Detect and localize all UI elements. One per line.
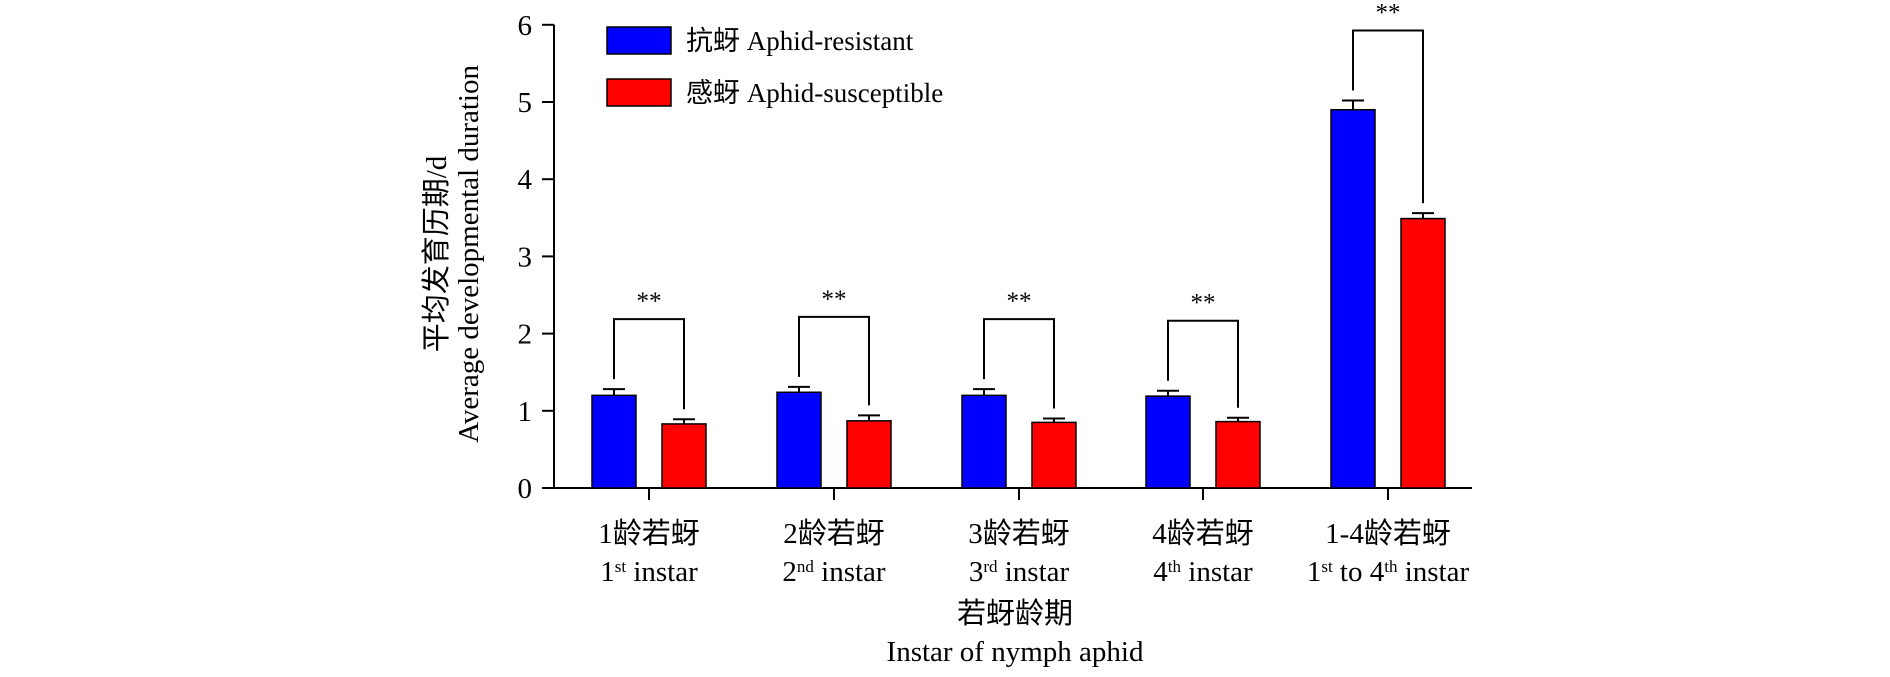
significance-bracket [1352, 29, 1424, 204]
significance-label: ** [1376, 0, 1401, 26]
legend-label: 抗蚜 Aphid-resistant [686, 26, 914, 56]
x-tick-label-en: 2nd instar [782, 556, 886, 588]
significance-label: ** [822, 286, 847, 313]
bar [776, 391, 822, 489]
x-axis-title-cn: 若蚜龄期 [957, 597, 1073, 630]
x-tick-label: 2龄若蚜 [783, 517, 885, 550]
x-axis-title-en: Instar of nymph aphid [887, 636, 1144, 668]
bar [846, 420, 892, 489]
significance-bracket [613, 318, 685, 410]
significance-bracket [798, 315, 870, 406]
bar [661, 423, 707, 489]
bar [961, 394, 1007, 489]
y-tick-label: 2 [518, 319, 533, 351]
legend-swatch [606, 78, 672, 107]
legend-label: 感蚜 Aphid-susceptible [686, 78, 943, 108]
x-tick-label: 3龄若蚜 [968, 517, 1070, 550]
x-tick-label: 1龄若蚜 [598, 517, 700, 550]
y-tick-label: 4 [518, 164, 533, 196]
x-tick-label: 4龄若蚜 [1152, 517, 1254, 550]
significance-label: ** [1191, 290, 1216, 317]
x-tick-label-en: 4th instar [1153, 556, 1253, 588]
legend-swatch [606, 26, 672, 55]
y-axis-title-cn: 平均发育历期/d [420, 155, 453, 352]
x-tick-label: 1-4龄若蚜 [1325, 517, 1451, 550]
significance-brackets: ** ** ** ** ** [613, 0, 1424, 410]
axes: 0 1 2 3 4 5 6 1龄若蚜 1st instar 2龄若蚜 2nd instar 3龄若蚜 3… [518, 10, 1472, 588]
y-tick-label: 1 [518, 396, 533, 428]
bar [1145, 395, 1191, 489]
bar [1031, 421, 1077, 489]
y-axis-title-en: Average developmental duration [453, 65, 485, 443]
significance-label: ** [637, 288, 662, 315]
y-axis-title: 平均发育历期/d Average developmental duration [420, 65, 485, 443]
y-tick-label: 5 [518, 87, 533, 119]
y-tick-label: 6 [518, 10, 533, 42]
significance-label: ** [1007, 288, 1032, 315]
significance-bracket [983, 318, 1055, 409]
significance-bracket [1167, 319, 1239, 408]
x-tick-label-en: 1st instar [600, 556, 698, 588]
bar [591, 394, 637, 489]
bar [1330, 108, 1376, 489]
y-tick-label: 0 [518, 473, 533, 505]
x-tick-label-en: 1st to 4th instar [1307, 556, 1470, 588]
bar [1215, 420, 1261, 489]
y-tick-label: 3 [518, 241, 533, 273]
legend: 抗蚜 Aphid-resistant 感蚜 Aphid-susceptible [606, 26, 943, 108]
bars [591, 99, 1446, 489]
x-tick-label-en: 3rd instar [969, 556, 1070, 588]
bar [1400, 217, 1446, 489]
